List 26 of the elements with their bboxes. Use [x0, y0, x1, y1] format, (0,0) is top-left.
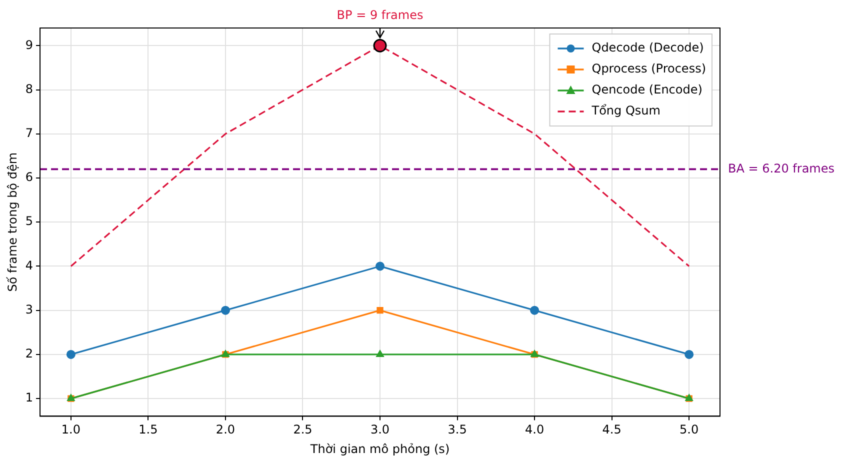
legend-label: Qdecode (Decode) — [592, 40, 704, 55]
y-tick-label: 5 — [25, 214, 34, 228]
y-tick-label: 2 — [25, 346, 34, 361]
x-axis-title: Thời gian mô phỏng (s) — [309, 442, 450, 456]
legend-label: Tổng Qsum — [590, 104, 660, 118]
x-tick-label: 1.5 — [138, 422, 158, 437]
legend-label: Qprocess (Process) — [592, 62, 706, 76]
ref-line-label: BA = 6.20 frames — [728, 161, 834, 176]
y-tick-label: 6 — [25, 170, 34, 184]
x-tick-label: 4.5 — [602, 422, 622, 437]
x-tick-label: 2.5 — [293, 422, 312, 437]
y-tick-label: 3 — [25, 302, 34, 316]
y-tick-label: 4 — [25, 258, 34, 272]
x-tick-label: 3.5 — [448, 422, 467, 437]
x-tick-label: 1.0 — [61, 422, 80, 437]
x-tick-label: 5.0 — [680, 422, 699, 437]
annotation: BP = 9 frames — [336, 8, 424, 22]
legend-label: Qencode (Encode) — [592, 82, 702, 97]
y-tick-label: 9 — [25, 38, 34, 52]
y-axis-title: Số frame trong bộ đệm — [5, 152, 20, 292]
x-tick-label: 4.0 — [525, 422, 544, 437]
y-tick-label: 1 — [25, 390, 34, 405]
y-tick-label: 8 — [25, 82, 34, 96]
y-tick-label: 7 — [25, 126, 34, 140]
x-tick-label: 2.0 — [216, 422, 236, 437]
x-tick-label: 3.0 — [370, 422, 390, 437]
